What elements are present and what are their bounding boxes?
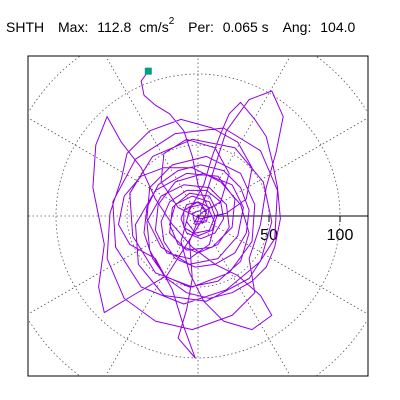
orbit-trace [92, 70, 284, 359]
grid-spoke [197, 117, 368, 217]
radial-tick-label: 100 [327, 227, 354, 244]
ang-label: Ang: [282, 18, 312, 35]
ang-value: 104.0 [320, 18, 356, 35]
max-label: Max: [58, 18, 89, 35]
per-label: Per: [188, 18, 214, 35]
plot-header: SHTH Max: 112.8 cm/s2 Per: 0.065 s Ang: … [6, 16, 356, 35]
start-marker [144, 67, 152, 75]
orbit-trace-line [92, 70, 284, 359]
grid-spoke [28, 117, 199, 217]
grid-spoke [197, 56, 291, 217]
max-unit: cm/s [139, 18, 169, 35]
max-value: 112.8 [97, 18, 132, 35]
station-code: SHTH [6, 18, 45, 35]
start-marker-group [144, 67, 152, 75]
max-unit-exponent: 2 [168, 16, 175, 27]
grid-spoke [105, 56, 199, 217]
per-value: 0.065 s [222, 18, 269, 35]
